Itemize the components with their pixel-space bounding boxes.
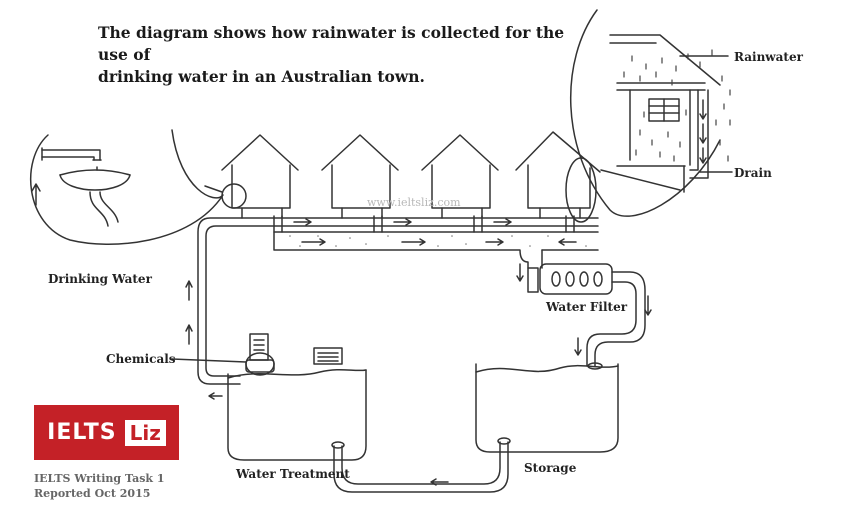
- up-arrow-supply-1: [185, 280, 193, 301]
- label-rainwater: Rainwater: [734, 50, 803, 64]
- treatment-device: [313, 347, 343, 365]
- rain-drops: [623, 49, 731, 162]
- label-chemicals: Chemicals: [106, 352, 176, 366]
- label-drain: Drain: [734, 166, 772, 180]
- up-arrow-supply-2: [185, 324, 193, 345]
- house-4: [515, 131, 601, 219]
- water-treatment-tank: [227, 368, 367, 461]
- down-arrow-pipe-2: [699, 123, 707, 144]
- up-arrow-tap: [31, 183, 41, 206]
- left-arrow-supply: [208, 392, 223, 400]
- downpipes: [273, 215, 575, 233]
- connector-line-right: [600, 169, 681, 191]
- label-water-treatment: Water Treatment: [236, 467, 350, 481]
- storage-tank: [475, 362, 619, 453]
- footer-line-2: Reported Oct 2015: [34, 487, 151, 500]
- drainpipe-closeup: [689, 89, 709, 179]
- title-line-1: The diagram shows how rainwater is colle…: [98, 23, 565, 64]
- transfer-pipe: [333, 441, 509, 493]
- pipe-stipple: [289, 235, 587, 247]
- collection-pipe: [273, 231, 599, 269]
- tap-connection-circle: [221, 183, 247, 209]
- title-line-2: drinking water in an Australian town.: [98, 67, 425, 86]
- label-water-filter: Water Filter: [546, 300, 628, 314]
- chemicals-pointer: [171, 358, 247, 363]
- tap-icon: [41, 147, 131, 227]
- watermark: www.ieltsliz.com: [367, 196, 461, 209]
- house-gutter-circle: [565, 157, 597, 223]
- diagram-title: The diagram shows how rainwater is colle…: [98, 22, 598, 88]
- supply-pipe: [197, 217, 599, 385]
- down-arrow-to-storage: [574, 337, 582, 356]
- down-arrow-pipe-1: [699, 99, 707, 120]
- rainwater-bubble: [570, 9, 721, 217]
- roof-closeup: [609, 34, 721, 86]
- drinking-water-bubble: [29, 129, 224, 245]
- connector-line-left: [204, 185, 223, 193]
- logo-text-ielts: IELTS: [47, 420, 117, 445]
- down-arrow-pipe-3: [699, 147, 707, 164]
- label-drinking-water: Drinking Water: [48, 272, 152, 286]
- flow-arrows-collection: [293, 218, 577, 282]
- ielts-liz-logo: IELTS Liz: [34, 405, 179, 460]
- down-arrow-filter: [644, 295, 652, 316]
- label-storage: Storage: [524, 461, 577, 475]
- logo-text-liz: Liz: [124, 419, 166, 446]
- footer-line-1: IELTS Writing Task 1: [34, 472, 165, 485]
- house-1: [221, 134, 299, 219]
- left-arrow-transfer: [430, 478, 449, 486]
- chemicals-circle: [245, 352, 275, 376]
- water-filter-unit: [527, 263, 646, 367]
